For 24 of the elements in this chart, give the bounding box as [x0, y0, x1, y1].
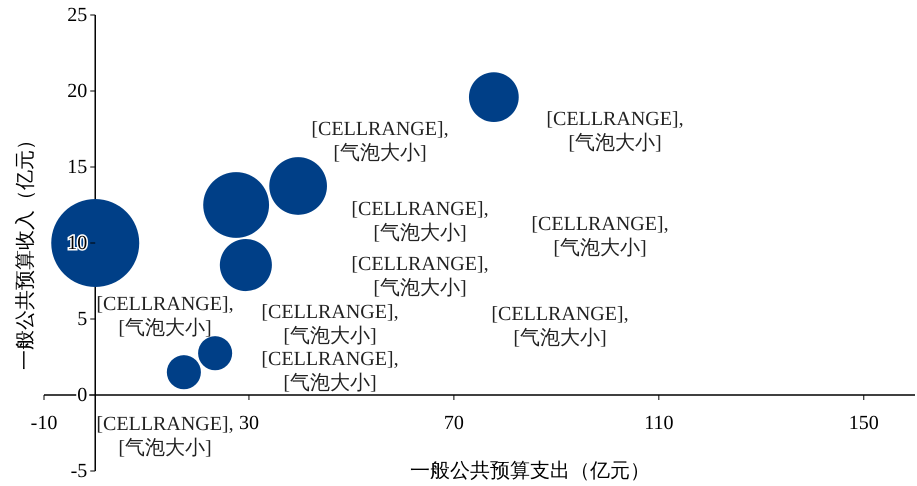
y-tick-label: 10 [67, 232, 88, 254]
annotation: [CELLRANGE], [气泡大小] [351, 253, 489, 299]
annotation: [CELLRANGE], [气泡大小] [96, 293, 234, 339]
annotation: [CELLRANGE], [气泡大小] [491, 303, 629, 349]
annotation: [CELLRANGE], [气泡大小] [96, 413, 234, 459]
annotation: [CELLRANGE], [气泡大小] [351, 198, 489, 244]
annotation: [CELLRANGE], [气泡大小] [311, 118, 449, 164]
x-tick-label: 70 [444, 412, 464, 434]
x-tick-label: 150 [848, 412, 879, 434]
y-axis-title: 一般公共预算收入（亿元） [14, 130, 38, 370]
annotation: [CELLRANGE], [气泡大小] [261, 348, 399, 394]
annotation: [CELLRANGE], [气泡大小] [261, 301, 399, 347]
y-tick-label: 5 [77, 308, 88, 330]
y-tick-label: 15 [67, 156, 88, 178]
x-tick-label: -10 [30, 412, 58, 434]
x-tick-label: 30 [238, 412, 259, 434]
annotation: [CELLRANGE], [气泡大小] [531, 213, 669, 259]
x-tick-label: 110 [644, 412, 674, 434]
y-tick-label: -5 [70, 460, 88, 482]
annotation: [CELLRANGE], [气泡大小] [546, 108, 684, 154]
y-tick-label: 20 [67, 80, 88, 102]
x-axis-title: 一般公共预算支出（亿元） [409, 459, 651, 484]
y-tick-label: 25 [67, 4, 88, 26]
y-tick-label: 0 [77, 384, 88, 406]
